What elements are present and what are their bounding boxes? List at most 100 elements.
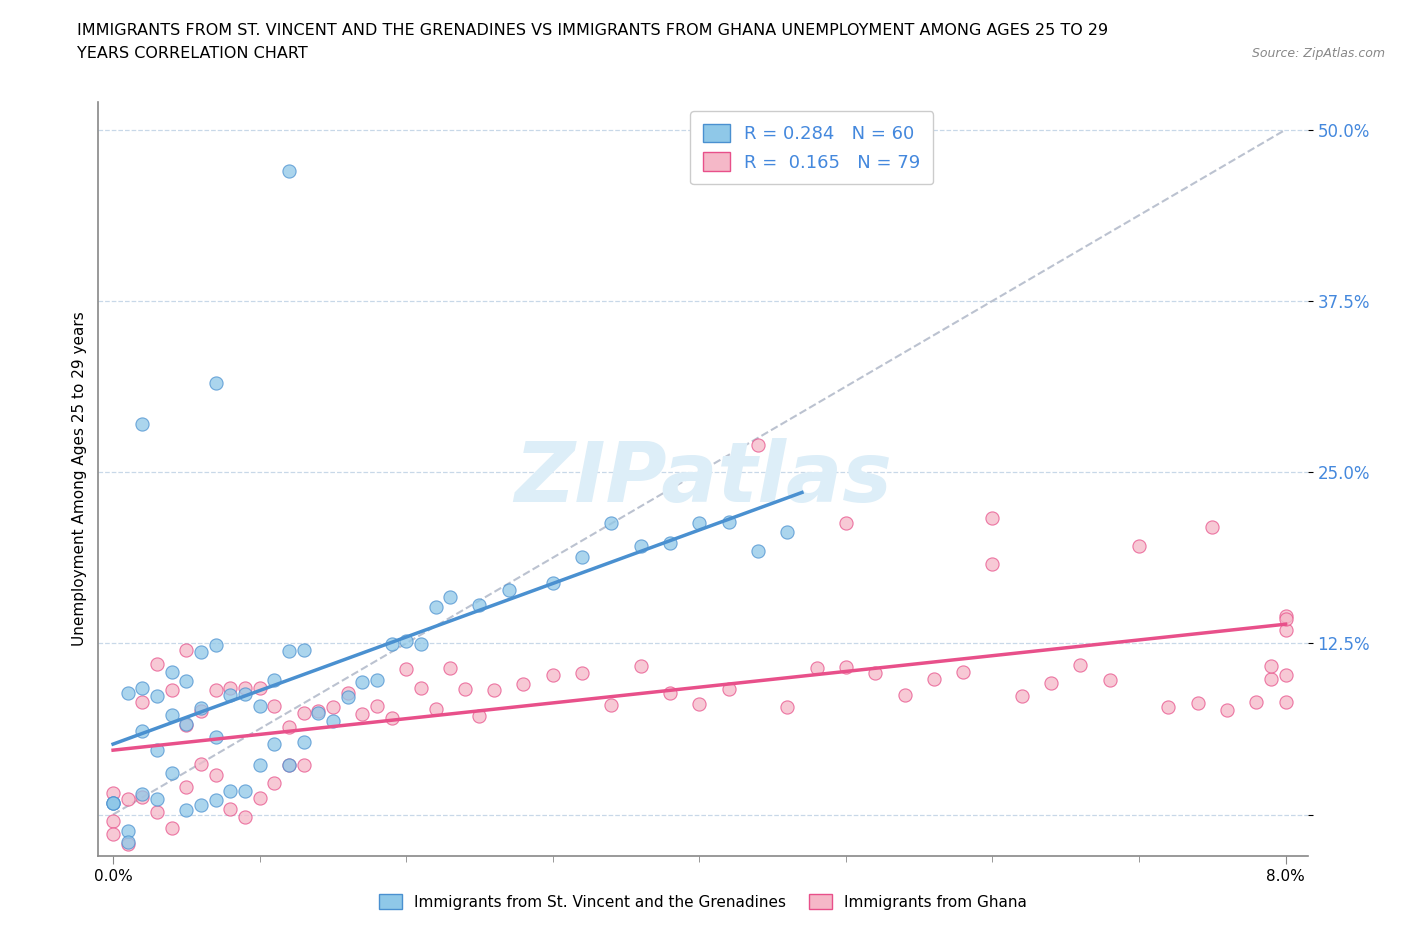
Point — [117, 791, 139, 806]
Point — [659, 536, 682, 551]
Point — [204, 793, 226, 808]
Point — [131, 787, 153, 802]
Point — [1246, 695, 1268, 710]
Point — [600, 515, 623, 530]
Point — [336, 690, 359, 705]
Point — [468, 598, 491, 613]
Point — [176, 803, 198, 817]
Point — [101, 814, 124, 829]
Point — [263, 776, 285, 790]
Point — [160, 708, 183, 723]
Point — [176, 673, 198, 688]
Point — [835, 659, 858, 674]
Point — [233, 681, 256, 696]
Point — [1260, 658, 1282, 673]
Point — [160, 765, 183, 780]
Point — [688, 697, 710, 711]
Point — [190, 703, 212, 718]
Point — [278, 720, 301, 735]
Point — [571, 550, 593, 565]
Point — [1201, 520, 1223, 535]
Point — [835, 515, 858, 530]
Point — [600, 698, 623, 712]
Point — [204, 730, 226, 745]
Point — [409, 637, 432, 652]
Point — [512, 676, 534, 691]
Point — [278, 644, 301, 658]
Point — [380, 711, 402, 725]
Point — [1274, 668, 1296, 683]
Point — [630, 658, 652, 673]
Point — [176, 718, 198, 733]
Point — [1011, 689, 1033, 704]
Point — [922, 672, 945, 687]
Point — [146, 743, 169, 758]
Point — [117, 685, 139, 700]
Point — [409, 681, 432, 696]
Point — [498, 582, 520, 597]
Point — [204, 683, 226, 698]
Point — [101, 827, 124, 842]
Point — [1274, 612, 1296, 627]
Point — [117, 837, 139, 852]
Point — [893, 687, 915, 702]
Point — [176, 716, 198, 731]
Point — [541, 576, 564, 591]
Point — [425, 599, 447, 614]
Point — [439, 660, 461, 675]
Point — [395, 633, 418, 648]
Point — [204, 767, 226, 782]
Point — [322, 699, 344, 714]
Text: Source: ZipAtlas.com: Source: ZipAtlas.com — [1251, 46, 1385, 60]
Point — [439, 590, 461, 604]
Point — [233, 809, 256, 824]
Point — [747, 543, 769, 558]
Point — [219, 681, 242, 696]
Point — [1069, 658, 1091, 672]
Y-axis label: Unemployment Among Ages 25 to 29 years: Unemployment Among Ages 25 to 29 years — [72, 312, 87, 646]
Point — [717, 515, 740, 530]
Point — [219, 784, 242, 799]
Point — [717, 681, 740, 696]
Point — [278, 758, 301, 773]
Point — [278, 164, 301, 179]
Point — [190, 644, 212, 659]
Point — [146, 791, 169, 806]
Point — [204, 376, 226, 391]
Point — [1260, 671, 1282, 686]
Legend: Immigrants from St. Vincent and the Grenadines, Immigrants from Ghana: Immigrants from St. Vincent and the Gren… — [373, 887, 1033, 916]
Point — [292, 734, 315, 749]
Point — [366, 698, 388, 713]
Point — [131, 695, 153, 710]
Point — [366, 672, 388, 687]
Point — [482, 683, 505, 698]
Point — [1274, 622, 1296, 637]
Point — [131, 417, 153, 432]
Point — [146, 804, 169, 819]
Point — [776, 700, 799, 715]
Point — [981, 556, 1004, 571]
Point — [292, 706, 315, 721]
Point — [981, 511, 1004, 525]
Point — [352, 675, 374, 690]
Point — [249, 698, 271, 713]
Point — [263, 737, 285, 751]
Point — [233, 784, 256, 799]
Point — [1187, 695, 1209, 710]
Point — [176, 643, 198, 658]
Point — [219, 802, 242, 817]
Point — [307, 703, 329, 718]
Point — [1274, 694, 1296, 709]
Point — [571, 666, 593, 681]
Point — [160, 683, 183, 698]
Point — [292, 757, 315, 772]
Point — [307, 705, 329, 720]
Point — [204, 638, 226, 653]
Point — [541, 668, 564, 683]
Point — [131, 681, 153, 696]
Point — [146, 688, 169, 703]
Point — [747, 437, 769, 452]
Point — [395, 662, 418, 677]
Point — [292, 643, 315, 658]
Point — [249, 680, 271, 695]
